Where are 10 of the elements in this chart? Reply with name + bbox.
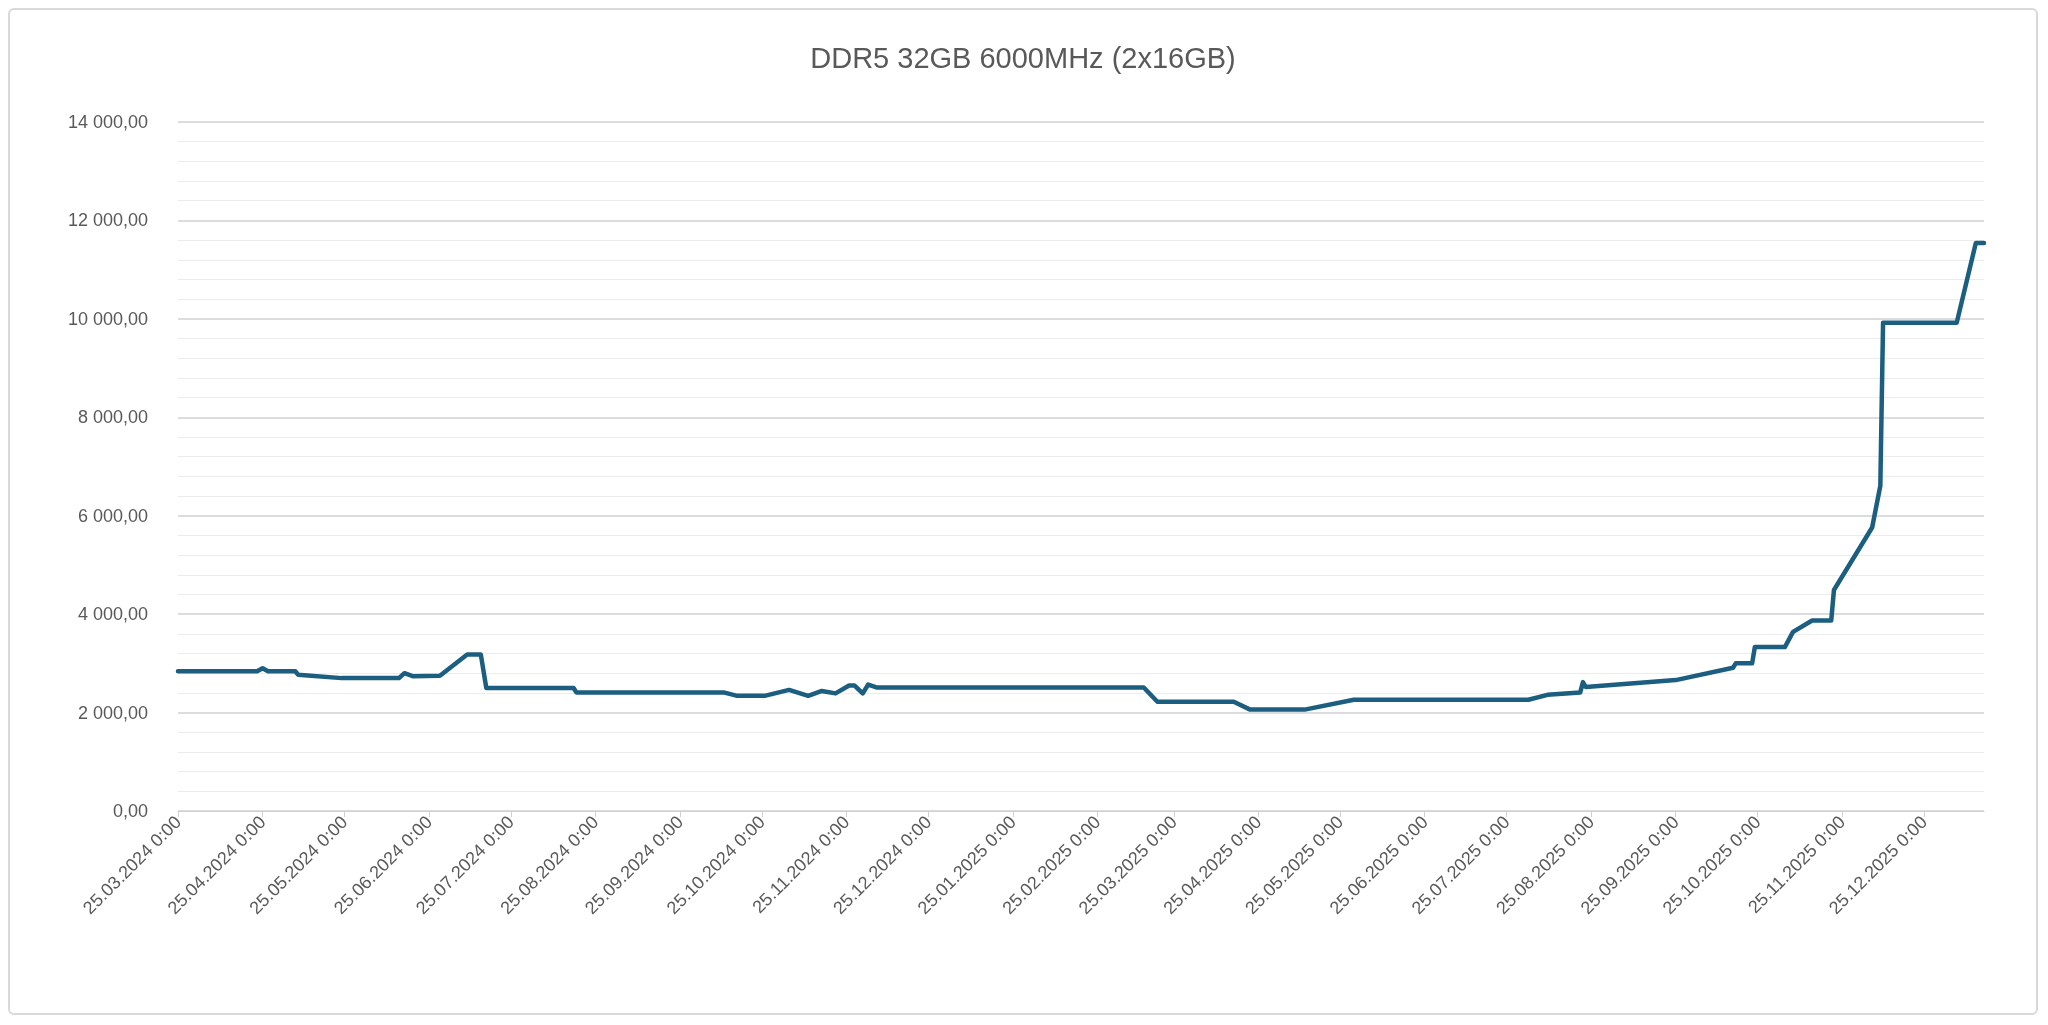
chart-title: DDR5 32GB 6000MHz (2x16GB) (810, 41, 1236, 74)
y-tick-label: 14 000,00 (67, 112, 148, 132)
y-tick-label: 6 000,00 (77, 505, 148, 526)
y-tick-label: 12 000,00 (67, 210, 148, 231)
y-tick-label: 8 000,00 (77, 407, 148, 428)
y-tick-label: 0,00 (112, 801, 148, 821)
line-series (175, 240, 1987, 712)
y-tick-label: 2 000,00 (77, 702, 148, 723)
y-tick-label: 10 000,00 (67, 308, 148, 329)
y-tick-label: 4 000,00 (77, 604, 148, 625)
